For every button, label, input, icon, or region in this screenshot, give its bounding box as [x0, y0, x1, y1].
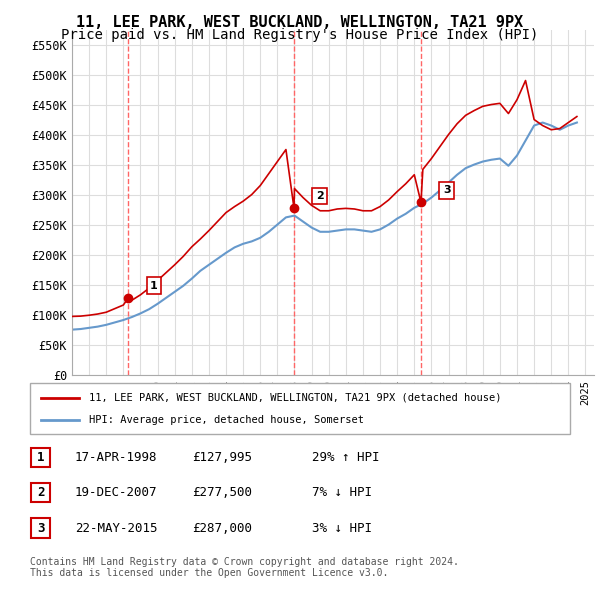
Text: 1: 1	[37, 451, 44, 464]
Text: 2: 2	[37, 486, 44, 499]
Text: £127,995: £127,995	[192, 451, 252, 464]
Text: Price paid vs. HM Land Registry's House Price Index (HPI): Price paid vs. HM Land Registry's House …	[61, 28, 539, 42]
FancyBboxPatch shape	[30, 384, 570, 434]
FancyBboxPatch shape	[31, 448, 50, 467]
Text: 3% ↓ HPI: 3% ↓ HPI	[312, 522, 372, 535]
Text: 1: 1	[150, 281, 158, 291]
Text: 2: 2	[316, 191, 323, 201]
Text: HPI: Average price, detached house, Somerset: HPI: Average price, detached house, Some…	[89, 415, 364, 425]
Text: 29% ↑ HPI: 29% ↑ HPI	[312, 451, 380, 464]
Text: £287,000: £287,000	[192, 522, 252, 535]
Text: 11, LEE PARK, WEST BUCKLAND, WELLINGTON, TA21 9PX: 11, LEE PARK, WEST BUCKLAND, WELLINGTON,…	[76, 15, 524, 30]
Text: 7% ↓ HPI: 7% ↓ HPI	[312, 486, 372, 499]
Text: 3: 3	[37, 522, 44, 535]
Text: 3: 3	[443, 185, 451, 195]
Text: £277,500: £277,500	[192, 486, 252, 499]
Text: 22-MAY-2015: 22-MAY-2015	[75, 522, 157, 535]
Text: 19-DEC-2007: 19-DEC-2007	[75, 486, 157, 499]
Text: 11, LEE PARK, WEST BUCKLAND, WELLINGTON, TA21 9PX (detached house): 11, LEE PARK, WEST BUCKLAND, WELLINGTON,…	[89, 392, 502, 402]
FancyBboxPatch shape	[31, 483, 50, 502]
FancyBboxPatch shape	[31, 519, 50, 537]
Text: Contains HM Land Registry data © Crown copyright and database right 2024.
This d: Contains HM Land Registry data © Crown c…	[30, 556, 459, 578]
Text: 17-APR-1998: 17-APR-1998	[75, 451, 157, 464]
